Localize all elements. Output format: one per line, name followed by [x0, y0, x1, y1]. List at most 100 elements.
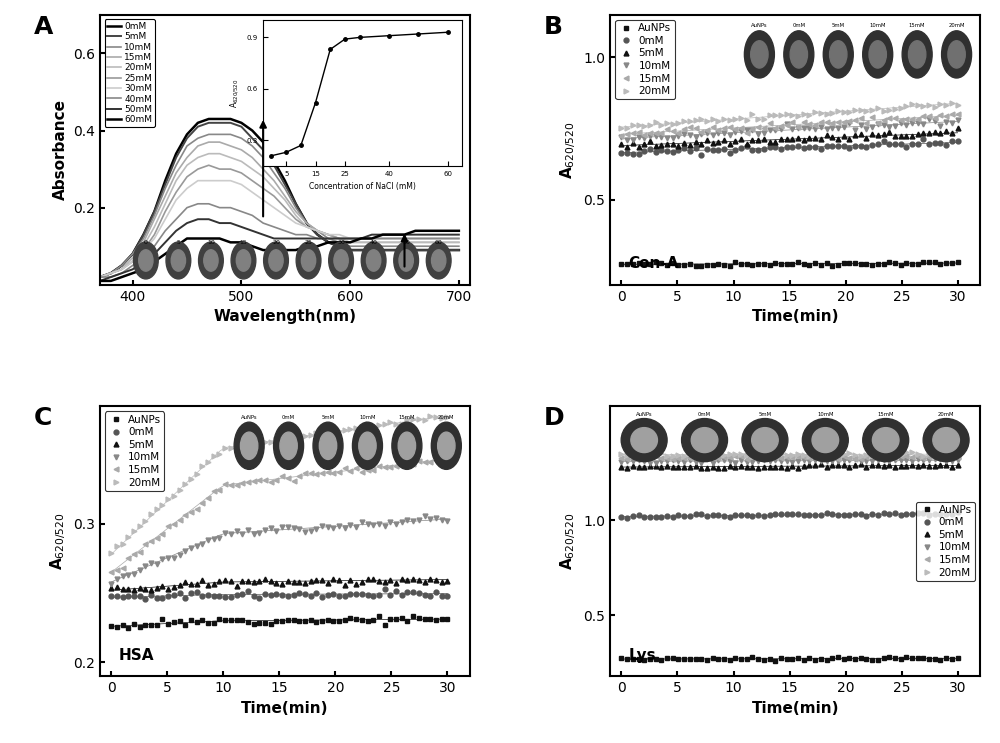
40mM: [377, 234, 389, 243]
50mM: [159, 238, 171, 247]
15mM: [615, 453, 627, 462]
60mM: [214, 234, 226, 243]
10mM: [627, 135, 639, 144]
50mM: [279, 234, 291, 243]
30mM: [453, 234, 465, 243]
40mM: [181, 203, 193, 212]
AuNPs: [219, 615, 231, 624]
10mM: [388, 241, 400, 250]
20mM: [344, 238, 356, 247]
25mM: [105, 269, 117, 278]
15mM: [678, 453, 690, 462]
Text: D: D: [544, 406, 564, 430]
15mM: [268, 176, 280, 185]
40mM: [355, 234, 367, 243]
0mM: [268, 157, 280, 166]
AuNPs: [952, 258, 964, 267]
0mM: [257, 137, 269, 146]
0mM: [322, 591, 334, 600]
25mM: [268, 192, 280, 201]
Line: 25mM: 25mM: [100, 165, 459, 277]
10mM: [678, 129, 690, 138]
0mM: [442, 246, 454, 255]
10mM: [105, 580, 117, 588]
5mM: [208, 580, 220, 588]
20mM: [279, 195, 291, 204]
50mM: [203, 215, 215, 224]
15mM: [181, 153, 193, 162]
AuNPs: [322, 615, 334, 624]
50mM: [333, 234, 345, 243]
20mM: [105, 549, 117, 558]
X-axis label: Wavelength(nm): Wavelength(nm): [213, 309, 356, 324]
60mM: [431, 227, 443, 236]
40mM: [116, 269, 128, 278]
25mM: [235, 169, 247, 178]
15mM: [615, 131, 627, 140]
20mM: [311, 227, 323, 236]
0mM: [718, 145, 730, 154]
15mM: [729, 452, 741, 461]
15mM: [105, 269, 117, 278]
25mM: [137, 246, 149, 255]
15mM: [224, 141, 236, 150]
0mM: [203, 114, 215, 123]
60mM: [301, 241, 313, 250]
60mM: [181, 234, 193, 243]
Text: A: A: [33, 15, 53, 39]
10mM: [398, 241, 410, 250]
20mM: [301, 222, 313, 231]
10mM: [127, 250, 139, 259]
10mM: [219, 528, 231, 537]
15mM: [301, 218, 313, 227]
5mM: [224, 118, 236, 127]
20mM: [191, 470, 203, 478]
10mM: [105, 269, 117, 278]
0mM: [219, 592, 231, 601]
5mM: [137, 230, 149, 239]
5mM: [712, 464, 724, 473]
5mM: [301, 218, 313, 227]
15mM: [952, 452, 964, 461]
15mM: [235, 146, 247, 155]
20mM: [917, 452, 929, 461]
5mM: [322, 238, 334, 247]
0mM: [718, 511, 730, 520]
10mM: [952, 115, 964, 124]
5mM: [442, 246, 454, 255]
50mM: [224, 218, 236, 227]
50mM: [257, 230, 269, 239]
20mM: [712, 116, 724, 125]
60mM: [246, 241, 258, 250]
15mM: [290, 207, 302, 216]
Text: HSA: HSA: [118, 648, 154, 663]
15mM: [159, 192, 171, 201]
50mM: [377, 230, 389, 239]
5mM: [615, 140, 627, 149]
25mM: [246, 176, 258, 185]
AuNPs: [832, 653, 844, 662]
50mM: [127, 265, 139, 274]
Y-axis label: A$_{620/520}$: A$_{620/520}$: [48, 513, 68, 570]
Legend: AuNPs, 0mM, 5mM, 10mM, 15mM, 20mM: AuNPs, 0mM, 5mM, 10mM, 15mM, 20mM: [916, 502, 975, 581]
AuNPs: [441, 615, 453, 624]
5mM: [322, 578, 334, 587]
AuNPs: [615, 259, 627, 268]
0mM: [615, 149, 627, 158]
15mM: [333, 234, 345, 243]
30mM: [398, 234, 410, 243]
30mM: [246, 188, 258, 197]
25mM: [409, 234, 421, 243]
5mM: [279, 180, 291, 189]
Line: 50mM: 50mM: [100, 219, 459, 281]
10mM: [695, 458, 707, 467]
60mM: [116, 273, 128, 282]
25mM: [159, 207, 171, 216]
Legend: AuNPs, 0mM, 5mM, 10mM, 15mM, 20mM: AuNPs, 0mM, 5mM, 10mM, 15mM, 20mM: [615, 20, 675, 100]
Line: AuNPs: AuNPs: [109, 614, 450, 631]
20mM: [826, 451, 838, 460]
60mM: [453, 227, 465, 236]
60mM: [257, 246, 269, 255]
0mM: [729, 510, 741, 519]
0mM: [301, 218, 313, 227]
